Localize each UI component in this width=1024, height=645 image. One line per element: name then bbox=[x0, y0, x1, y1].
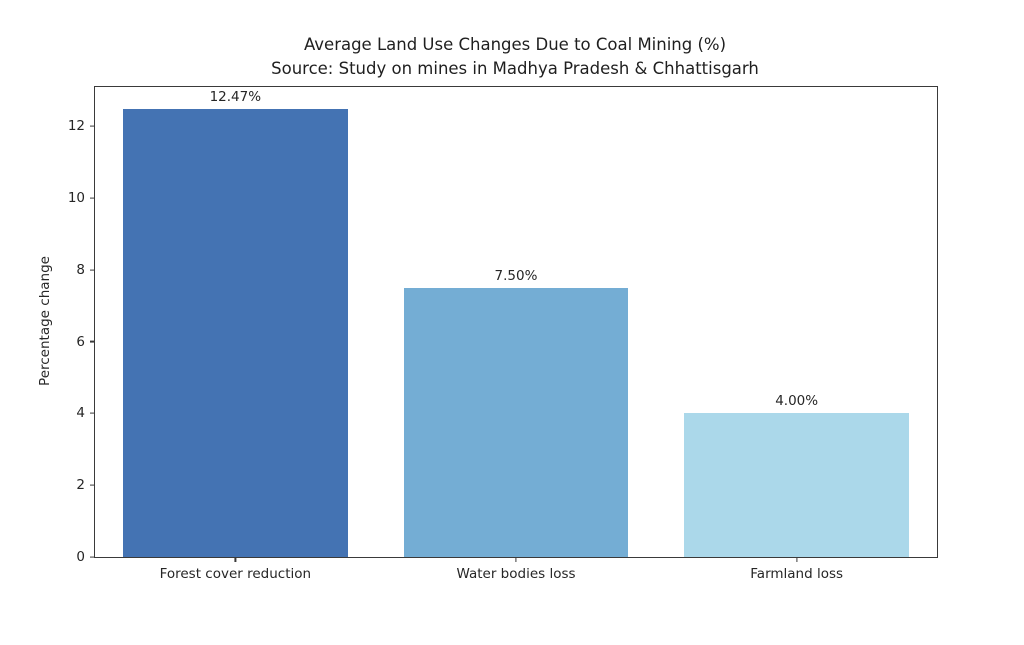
y-tick bbox=[90, 125, 95, 127]
y-tick-label: 10 bbox=[67, 189, 85, 206]
y-tick bbox=[90, 412, 95, 414]
y-axis-label: Percentage change bbox=[37, 256, 53, 386]
y-tick-label: 6 bbox=[76, 333, 85, 350]
x-tick-label: Forest cover reduction bbox=[159, 566, 312, 582]
chart-subtitle: Source: Study on mines in Madhya Pradesh… bbox=[271, 59, 759, 78]
y-tick-label: 12 bbox=[67, 118, 85, 135]
x-tick-label: Water bodies loss bbox=[456, 566, 576, 582]
y-tick bbox=[90, 197, 95, 199]
y-tick-label: 0 bbox=[76, 549, 85, 565]
bar bbox=[123, 109, 348, 557]
y-tick bbox=[90, 340, 95, 343]
y-tick bbox=[90, 269, 95, 271]
y-tick-label: 2 bbox=[76, 477, 85, 494]
bar bbox=[684, 413, 909, 557]
bar bbox=[403, 287, 629, 557]
plot-area: 0 2 4 6 8 10 12 12.47% Forest cover reduction 7.5… bbox=[68, 86, 938, 582]
chart-title-block: Average Land Use Changes Due to Coal Min… bbox=[0, 33, 1024, 81]
x-tick bbox=[796, 557, 798, 562]
x-tick bbox=[234, 557, 236, 562]
chart-title: Average Land Use Changes Due to Coal Min… bbox=[303, 35, 727, 54]
bar-value-label: 4.00% bbox=[775, 393, 819, 410]
y-tick-label: 4 bbox=[76, 405, 85, 422]
x-tick-label: Farmland loss bbox=[750, 566, 844, 582]
bars-layer: 0 2 4 6 8 10 12 12.47% Forest cover reduction 7.5… bbox=[68, 87, 937, 582]
y-tick bbox=[90, 556, 95, 558]
bar-value-label: 12.47% bbox=[209, 89, 262, 106]
y-tick bbox=[90, 484, 95, 486]
x-tick bbox=[515, 557, 517, 562]
bar-value-label: 7.50% bbox=[494, 267, 538, 284]
y-tick-label: 8 bbox=[76, 261, 85, 278]
